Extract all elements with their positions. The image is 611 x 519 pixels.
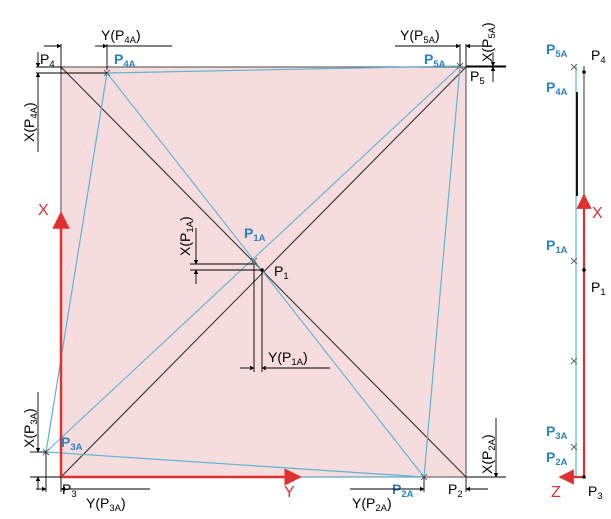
- side-point-markers: [570, 63, 578, 451]
- dim-x-p5a: X(P5A): [479, 22, 498, 62]
- top-view: X Y P4 P5 P2 P3 P1 P4A P5A P2A P3A P1A: [21, 22, 506, 514]
- side-label-p4: P4: [591, 47, 606, 66]
- side-view: X Z P5A P4 P4A P1A P1 P3A P2A P3: [546, 41, 606, 502]
- dim-x-p4a: X(P4A): [21, 102, 40, 142]
- label-p1a: P1A: [244, 225, 266, 244]
- side-z-axis-label: Z: [551, 484, 561, 501]
- side-label-p4a: P4A: [546, 79, 568, 98]
- label-p4: P4: [40, 51, 55, 70]
- deformed-diagonal-p4a-p2a: [106, 72, 425, 478]
- dim-x-p2a: X(P2A): [479, 434, 498, 474]
- dimension-lines: [30, 43, 506, 492]
- deformed-diagonal-p3a-p5a: [45, 65, 461, 453]
- label-p4a: P4A: [114, 51, 136, 70]
- side-label-p2a: P2A: [546, 449, 568, 468]
- dim-y-p3a: Y(P3A): [86, 495, 126, 514]
- side-p1-dot: [582, 268, 586, 272]
- label-p3: P3: [62, 481, 77, 500]
- side-label-p3a: P3A: [546, 423, 568, 442]
- side-p4-dot: [582, 70, 586, 74]
- dim-y-p2a: Y(P2A): [352, 495, 392, 514]
- label-p2: P2: [448, 481, 463, 500]
- y-axis-label: Y: [284, 484, 295, 501]
- side-label-p5a: P5A: [546, 41, 568, 60]
- dim-x-p3a: X(P3A): [21, 408, 40, 448]
- side-label-p1a: P1A: [546, 237, 568, 256]
- label-p5a: P5A: [424, 51, 446, 70]
- dim-y-p5a: Y(P5A): [400, 27, 440, 46]
- label-p1: P1: [274, 263, 289, 282]
- side-p3-dot: [582, 475, 586, 479]
- dim-y-p1a: Y(P1A): [268, 349, 308, 368]
- label-p2a: P2A: [392, 481, 414, 500]
- side-x-axis-label: X: [592, 205, 603, 222]
- side-label-p3: P3: [588, 483, 603, 502]
- label-p3a: P3A: [61, 434, 83, 453]
- label-p5: P5: [470, 68, 485, 87]
- side-label-p1: P1: [591, 279, 606, 298]
- dim-y-p4a: Y(P4A): [101, 27, 141, 46]
- dim-x-p1a: X(P1A): [177, 216, 196, 256]
- x-axis-label: X: [38, 202, 49, 219]
